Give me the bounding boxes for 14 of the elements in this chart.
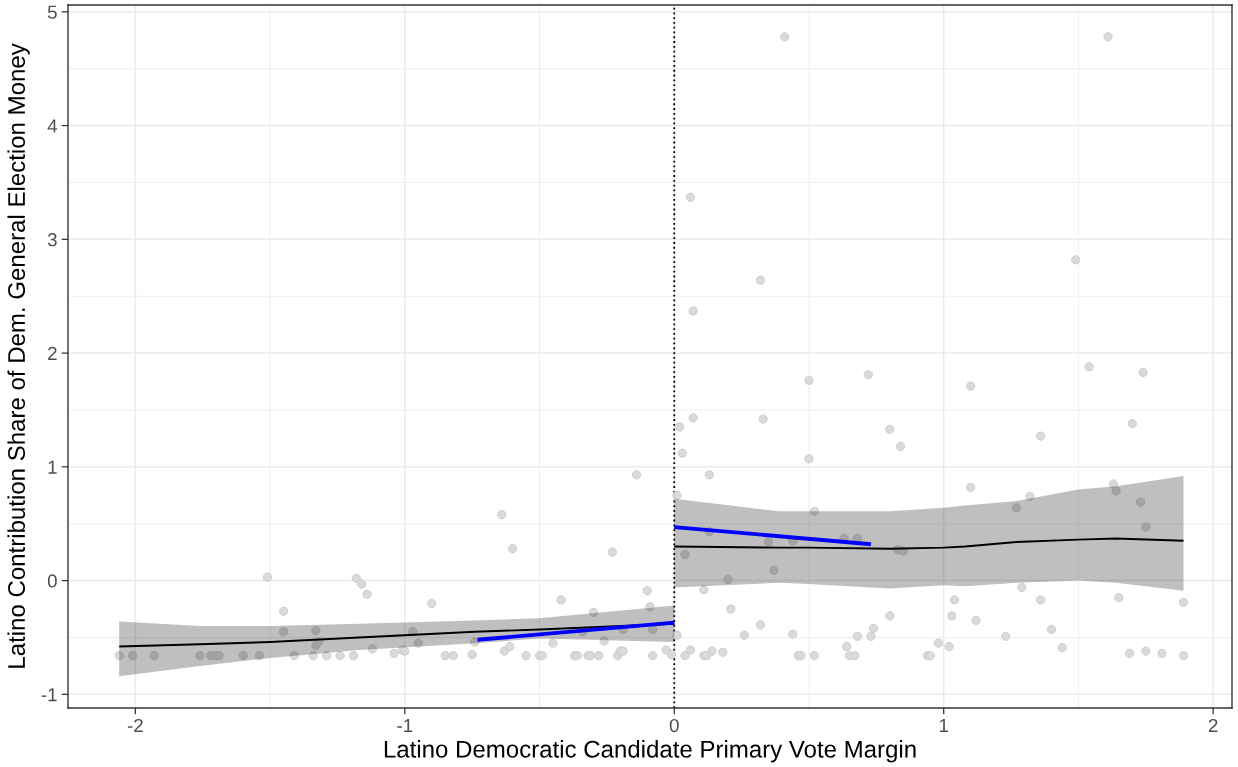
x-tick-label: 2 [1208, 718, 1218, 732]
y-tick-label: 5 [47, 5, 57, 19]
y-tick-label: 0 [47, 574, 57, 588]
x-tick-label: 1 [939, 719, 948, 732]
x-tick-label: -1 [397, 719, 413, 732]
y-axis-title: Latino Contribution Share of Dem. General Election Money [7, 43, 30, 668]
x-axis-title: Latino Democratic Candidate Primary Vote Margin [384, 740, 916, 763]
y-tick-label: 4 [47, 119, 58, 133]
x-tick-label: 0 [669, 718, 679, 733]
y-tick-label: 3 [47, 233, 57, 247]
y-tick-label: -1 [41, 688, 57, 702]
y-tick-label: 2 [48, 346, 57, 360]
y-tick-label: 1 [48, 460, 57, 474]
x-tick-label: -2 [127, 718, 143, 732]
